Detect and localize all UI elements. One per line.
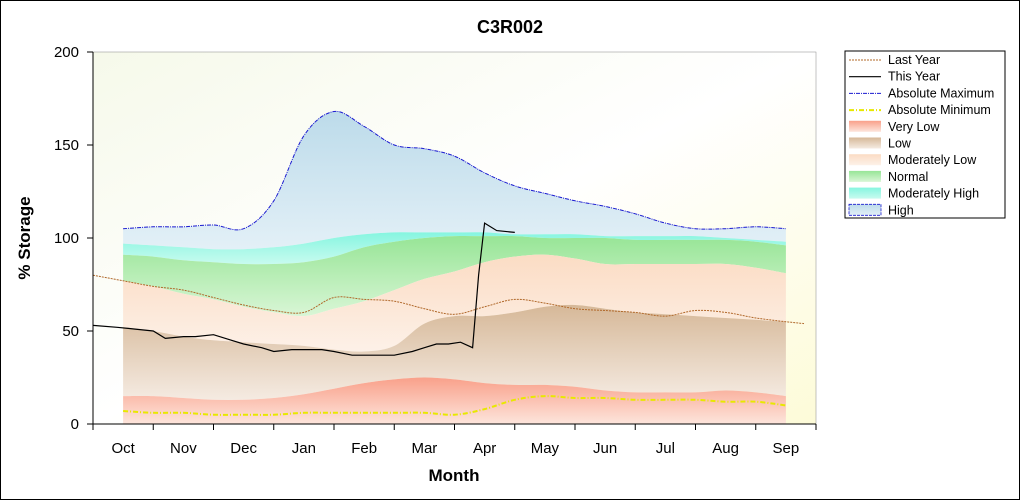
- legend-label-absolute-maximum: Absolute Maximum: [888, 86, 994, 100]
- legend-label-moderately-low: Moderately Low: [888, 153, 977, 167]
- x-axis-ticks: Oct Nov Dec Jan Feb Mar Apr May Jun Jul Aug Sep: [92, 424, 817, 457]
- x-tick-label-jan: Jan: [292, 440, 316, 457]
- y-tick-label: 150: [54, 137, 79, 154]
- legend-label-absolute-minimum: Absolute Minimum: [888, 103, 991, 117]
- x-tick-label-nov: Nov: [170, 440, 197, 457]
- legend-label-normal: Normal: [888, 170, 928, 184]
- band-low: [123, 304, 786, 401]
- chart-title: C3R002: [477, 17, 543, 37]
- x-tick-label-aug: Aug: [712, 440, 739, 457]
- legend-label-this-year: This Year: [888, 70, 940, 84]
- legend: Last Year This Year Absolute Maximum Absolu…: [844, 50, 1006, 219]
- x-tick-label-may: May: [531, 440, 560, 457]
- band-very-low: [123, 377, 786, 424]
- legend-swatch-normal: [849, 170, 881, 182]
- legend-swatch-very-low: [849, 120, 881, 132]
- legend-swatch-moderately-low: [849, 154, 881, 166]
- x-tick-label-oct: Oct: [111, 440, 135, 457]
- legend-label-moderately-high: Moderately High: [888, 187, 979, 201]
- x-tick-label-dec: Dec: [230, 440, 257, 457]
- band-moderately-high: [123, 232, 786, 265]
- x-tick-label-apr: Apr: [473, 440, 496, 457]
- x-tick-label-mar: Mar: [411, 440, 437, 457]
- x-tick-label-feb: Feb: [351, 440, 377, 457]
- y-tick-label: 200: [54, 44, 79, 61]
- legend-label-last-year: Last Year: [888, 53, 940, 67]
- y-tick-label: 50: [62, 323, 79, 340]
- y-tick-label: 0: [71, 416, 79, 433]
- legend-label-low: Low: [888, 137, 912, 151]
- legend-swatch-moderately-high: [849, 187, 881, 199]
- last-year-line: [93, 274, 805, 325]
- band-normal: [123, 235, 786, 317]
- absolute-maximum-line: [123, 110, 786, 231]
- band-moderately-low: [123, 254, 786, 352]
- legend-label-high: High: [888, 203, 914, 217]
- absolute-minimum-line: [123, 395, 787, 416]
- x-axis-title: Month: [429, 466, 480, 485]
- y-axis-title: % Storage: [15, 196, 34, 279]
- legend-label-very-low: Very Low: [888, 120, 940, 134]
- this-year-line: [93, 222, 515, 356]
- x-tick-label-sep: Sep: [773, 440, 800, 457]
- x-tick-label-jun: Jun: [593, 440, 617, 457]
- band-high: [123, 111, 786, 250]
- y-axis-ticks: 0 50 100 150 200: [54, 44, 93, 433]
- x-tick-label-jul: Jul: [656, 440, 675, 457]
- legend-swatch-low: [849, 137, 881, 149]
- y-tick-label: 100: [54, 230, 79, 247]
- legend-swatch-high: [848, 203, 882, 216]
